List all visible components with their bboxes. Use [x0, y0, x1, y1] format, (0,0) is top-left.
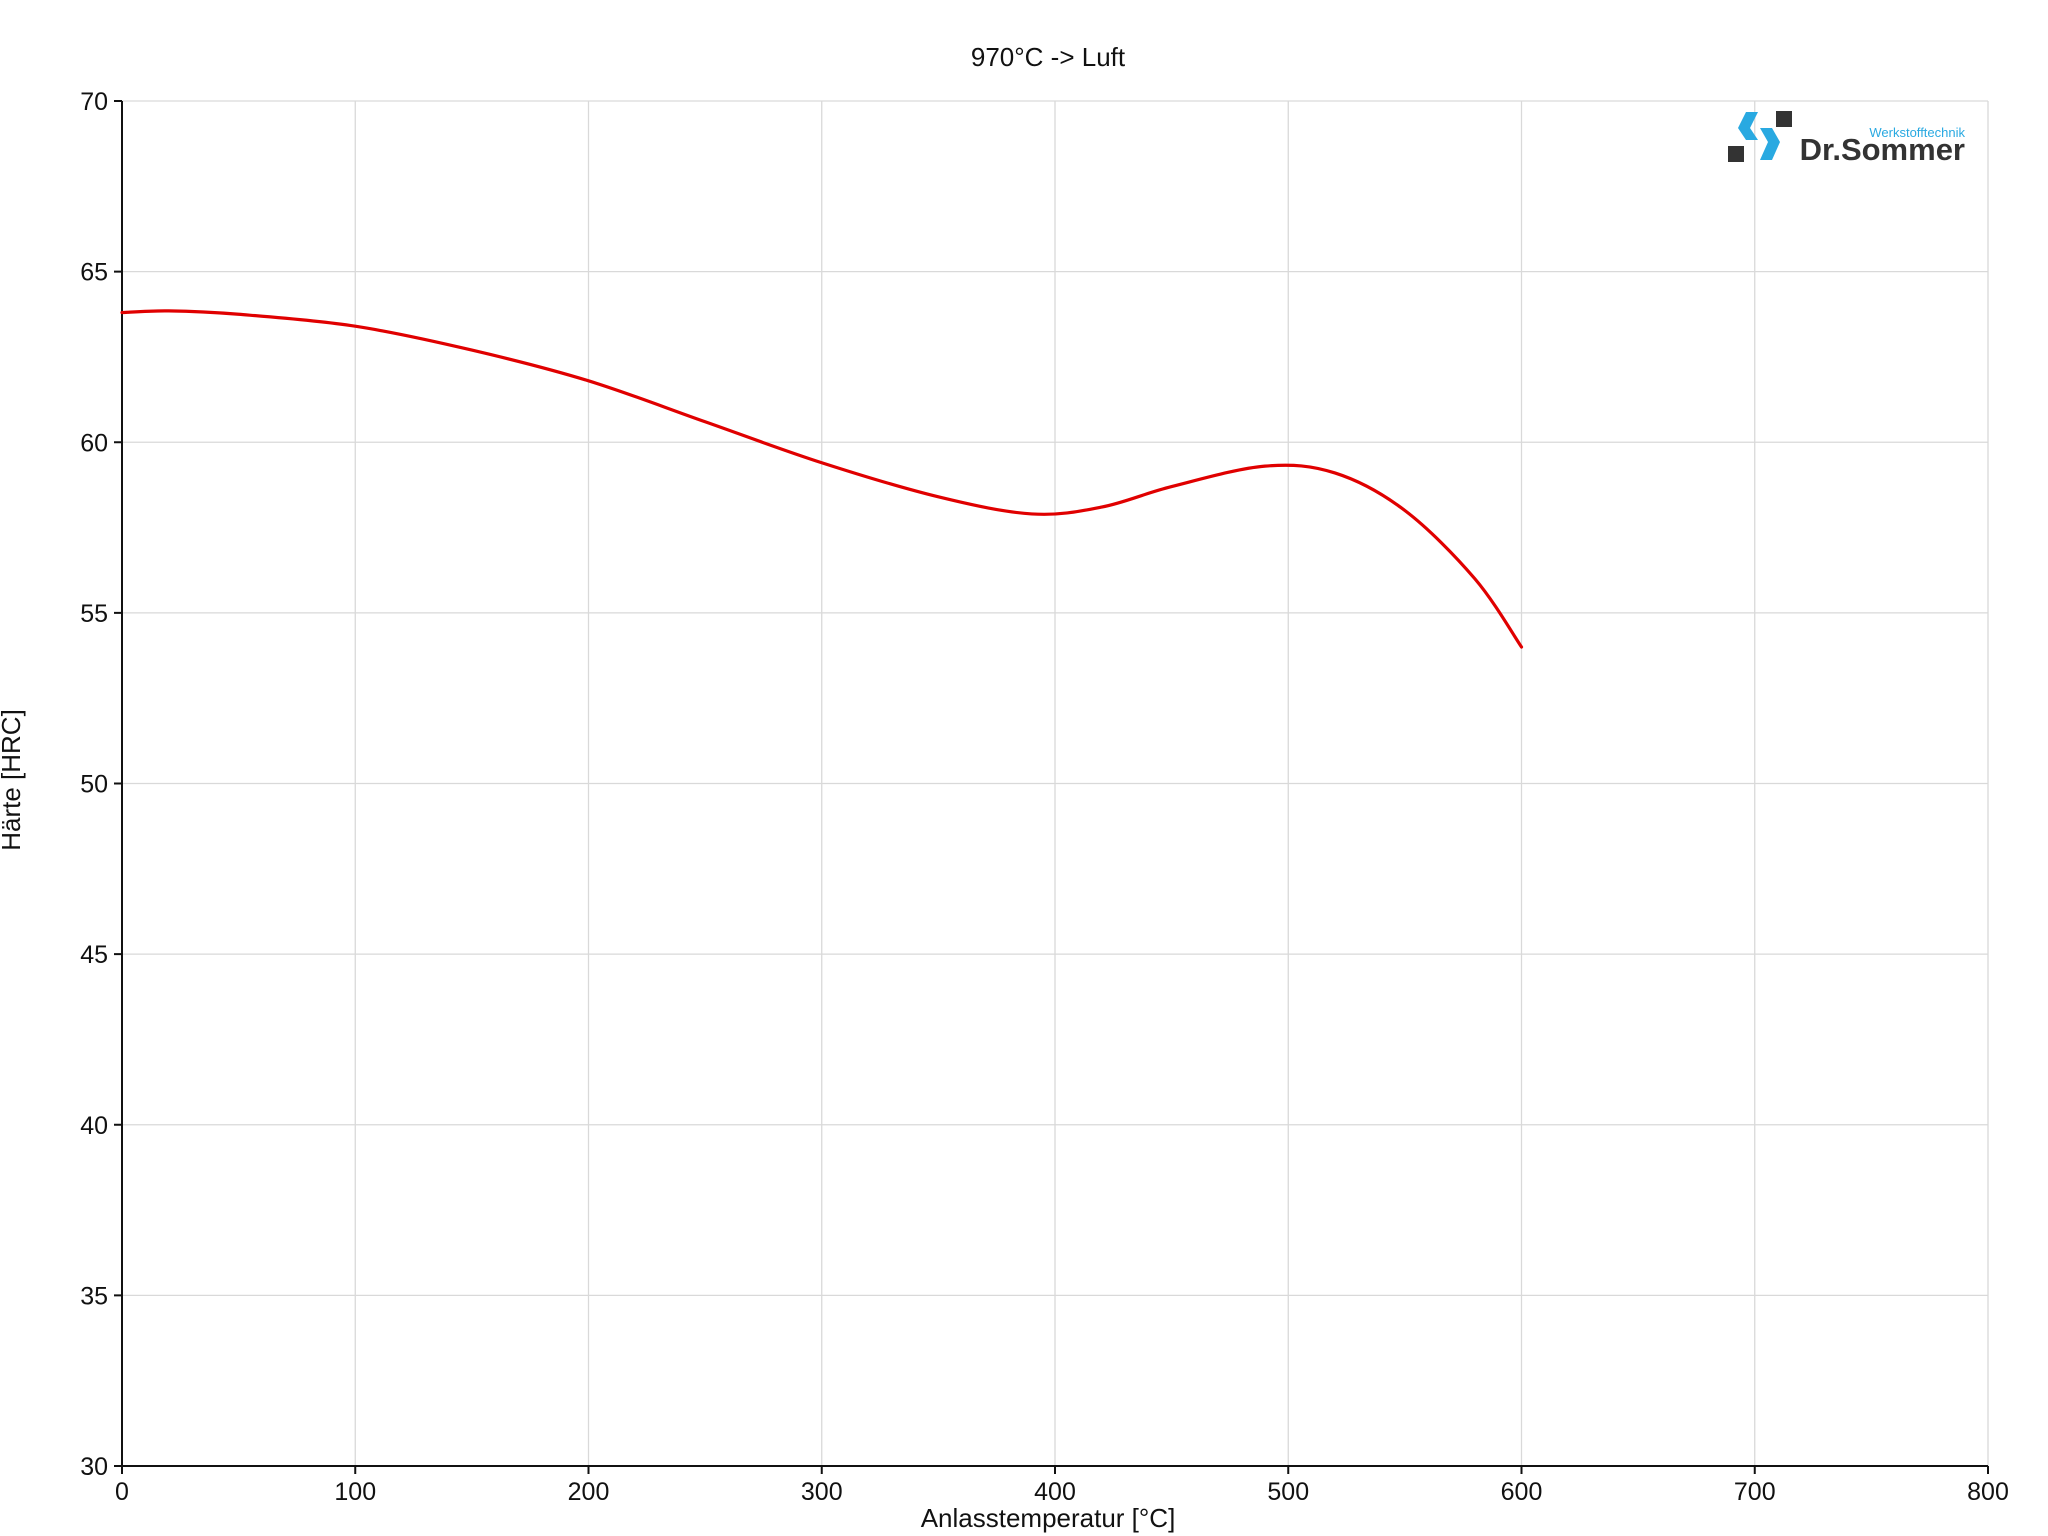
- logo-subtitle: Werkstofftechnik: [1869, 125, 1965, 140]
- y-tick-label: 70: [80, 88, 108, 116]
- x-tick-label: 400: [1034, 1478, 1076, 1506]
- x-tick-label: 700: [1734, 1478, 1776, 1506]
- x-tick-label: 200: [568, 1478, 610, 1506]
- y-tick-label: 55: [80, 600, 108, 628]
- x-tick-label: 800: [1967, 1478, 2009, 1506]
- chart-title: 970°C -> Luft: [971, 42, 1126, 72]
- x-tick-label: 600: [1501, 1478, 1543, 1506]
- y-tick-label: 65: [80, 259, 108, 287]
- y-tick-label: 40: [80, 1112, 108, 1140]
- x-tick-label: 300: [801, 1478, 843, 1506]
- logo-name: Dr.Sommer: [1800, 132, 1965, 167]
- x-tick-label: 100: [334, 1478, 376, 1506]
- logo-mark-icon: [1728, 111, 1792, 162]
- y-axis-title: Härte [HRC]: [0, 709, 26, 851]
- grid: [121, 100, 1989, 1467]
- y-tick-label: 35: [80, 1282, 108, 1310]
- x-axis-title: Anlasstemperatur [°C]: [921, 1503, 1176, 1533]
- y-tick-label: 50: [80, 771, 108, 799]
- y-tick-label: 45: [80, 941, 108, 969]
- y-tick-label: 60: [80, 429, 108, 457]
- hardness-curve: [120, 309, 1524, 649]
- series-layer: [120, 309, 1524, 649]
- dr-sommer-logo: Werkstofftechnik Dr.Sommer: [1728, 111, 1965, 167]
- x-tick-label: 500: [1267, 1478, 1309, 1506]
- tick-labels: 0 100 200 300 400 500 600 700 800 30 35 40 45 50 55 60 6…: [80, 88, 2009, 1506]
- y-tick-label: 30: [80, 1453, 108, 1481]
- x-tick-label: 0: [115, 1478, 129, 1506]
- axes: [114, 100, 1989, 1474]
